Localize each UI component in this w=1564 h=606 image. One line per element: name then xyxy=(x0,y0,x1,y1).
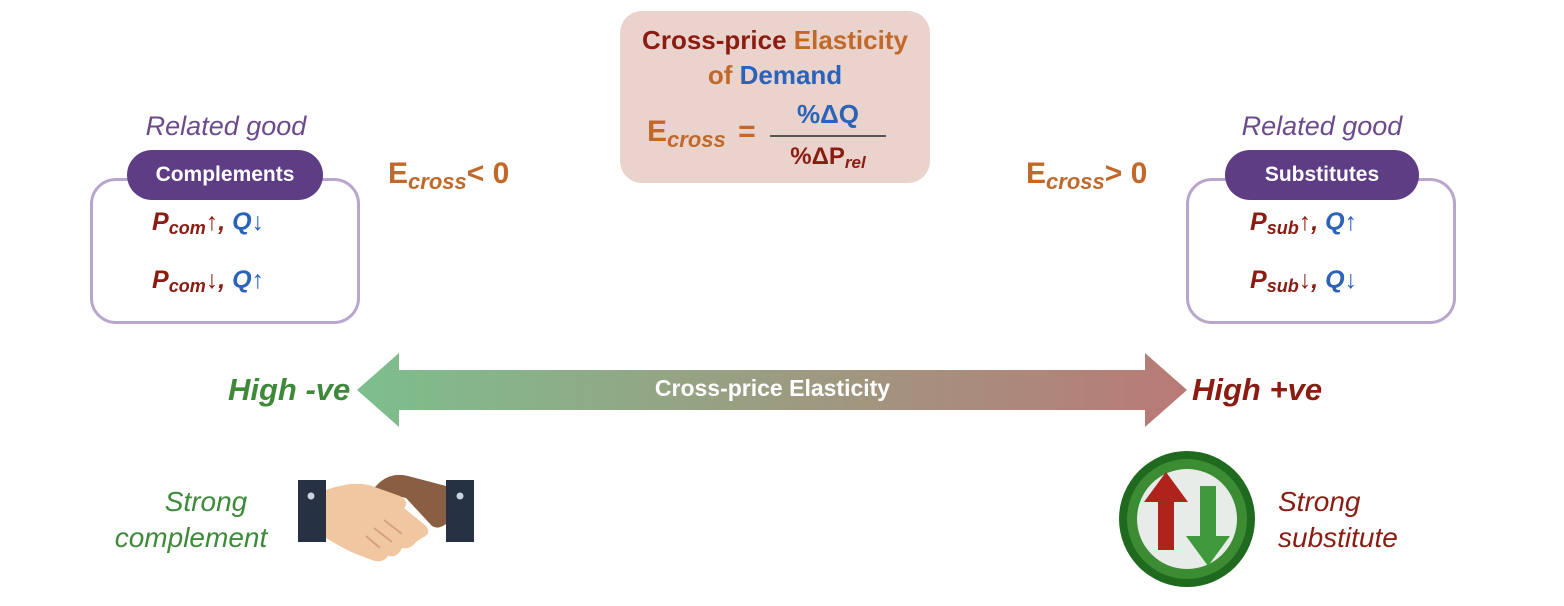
row-sep: , xyxy=(218,266,226,294)
denominator-main: %ΔP xyxy=(790,143,845,170)
cond-e: E xyxy=(388,157,409,190)
complements-row-2: Pcom↓, Q↑ xyxy=(152,266,264,297)
substitutes-pill: Substitutes xyxy=(1225,150,1419,200)
row-q: Q xyxy=(1325,266,1345,294)
price-arrow-icon: ↑ xyxy=(1298,208,1312,236)
scale-right-end: High +ve xyxy=(1192,372,1323,407)
row-p-sub: com xyxy=(168,218,206,238)
strong-substitute-line2: substitute xyxy=(1278,522,1398,553)
complements-pill: Complements xyxy=(127,150,323,200)
strong-complement-line1: Strong xyxy=(164,486,248,517)
complements-condition: Ecross< 0 xyxy=(388,157,509,195)
title-cross-price: Cross-price xyxy=(642,25,787,55)
row-p-sub: com xyxy=(168,276,206,296)
strong-complement-line2: complement xyxy=(114,522,268,553)
row-p: P xyxy=(1250,208,1267,236)
complements-row-1: Pcom↑, Q↓ xyxy=(152,208,264,239)
formula-title-line2: of Demand xyxy=(620,60,930,91)
strong-complement-label: Strong complement xyxy=(96,484,286,556)
formula-box: Cross-price Elasticity of Demand Ecross … xyxy=(620,11,930,183)
row-q: Q xyxy=(232,266,252,294)
formula-equals: = xyxy=(738,115,756,148)
strong-substitute-line1: Strong xyxy=(1278,486,1361,517)
row-p: P xyxy=(1250,266,1267,294)
cond-rel: > 0 xyxy=(1104,157,1148,190)
substitutes-panel xyxy=(1186,178,1456,324)
handshake-icon xyxy=(298,474,474,562)
row-p: P xyxy=(152,266,169,294)
row-p-sub: sub xyxy=(1266,218,1299,238)
cond-e: E xyxy=(1026,157,1047,190)
title-elasticity: Elasticity xyxy=(793,25,908,55)
swap-arrows-icon xyxy=(1119,451,1255,587)
price-arrow-icon: ↓ xyxy=(1298,266,1312,294)
substitutes-row-1: Psub↑, Q↑ xyxy=(1250,208,1357,239)
left-related-label: Related good xyxy=(145,111,307,141)
price-arrow-icon: ↑ xyxy=(205,208,219,236)
price-arrow-icon: ↓ xyxy=(205,266,219,294)
quantity-arrow-icon: ↑ xyxy=(1344,208,1358,236)
formula-denominator: %ΔPrel xyxy=(770,143,886,173)
title-demand: Demand xyxy=(739,60,843,90)
quantity-arrow-icon: ↓ xyxy=(1344,266,1358,294)
quantity-arrow-icon: ↑ xyxy=(251,266,265,294)
scale-left-end: High -ve xyxy=(228,372,351,407)
elasticity-double-arrow xyxy=(357,353,1187,427)
scale-center-label: Cross-price Elasticity xyxy=(654,375,891,401)
right-related-label: Related good xyxy=(1241,111,1403,141)
formula-e-sub: cross xyxy=(667,127,726,152)
row-sep: , xyxy=(1311,266,1319,294)
title-of: of xyxy=(707,60,733,90)
formula-lhs: Ecross = xyxy=(647,115,756,153)
row-q: Q xyxy=(1325,208,1345,236)
fraction-bar xyxy=(770,135,886,137)
cond-sub: cross xyxy=(408,169,467,194)
row-sep: , xyxy=(218,208,226,236)
substitutes-condition: Ecross> 0 xyxy=(1026,157,1147,195)
row-q: Q xyxy=(232,208,252,236)
row-p: P xyxy=(152,208,169,236)
row-sep: , xyxy=(1311,208,1319,236)
formula-numerator: %ΔQ xyxy=(796,99,860,129)
formula-title-line1: Cross-price Elasticity xyxy=(620,25,930,56)
cond-sub: cross xyxy=(1046,169,1105,194)
strong-substitute-label: Strong substitute xyxy=(1262,484,1432,556)
formula-e-symbol: E xyxy=(647,115,668,148)
quantity-arrow-icon: ↓ xyxy=(251,208,265,236)
denominator-sub: rel xyxy=(844,153,866,172)
substitutes-row-2: Psub↓, Q↓ xyxy=(1250,266,1357,297)
cond-rel: < 0 xyxy=(466,157,510,190)
row-p-sub: sub xyxy=(1266,276,1299,296)
